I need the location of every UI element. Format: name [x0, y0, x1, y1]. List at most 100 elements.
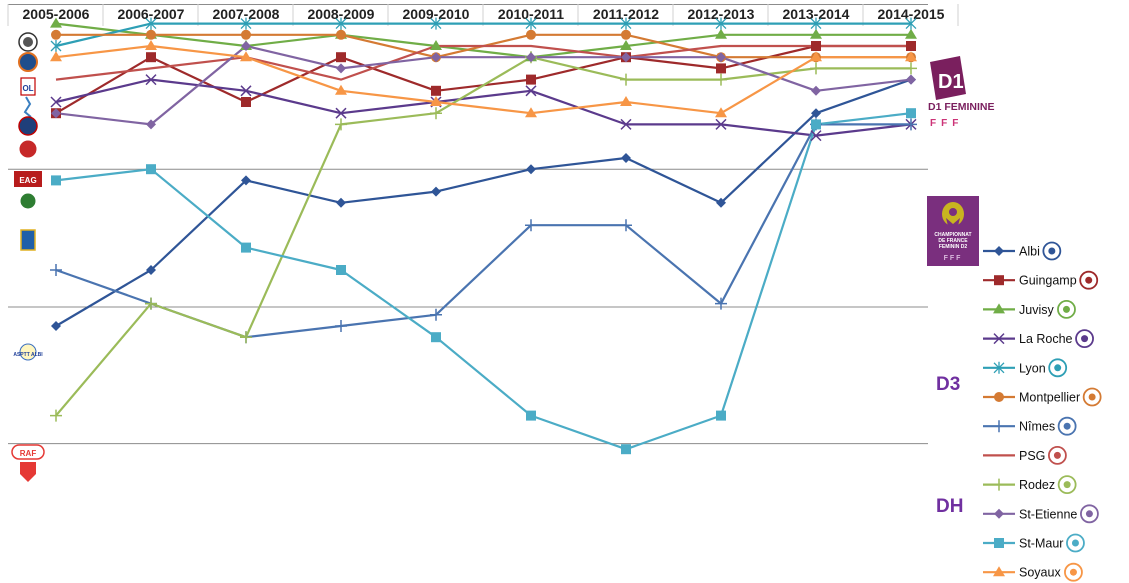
point-la-roche: [240, 85, 252, 97]
point-rodez: [50, 409, 62, 422]
point-rodez: [335, 118, 347, 131]
point-st-etienne: [431, 52, 441, 63]
point-st-etienne: [906, 74, 916, 85]
series-markers: [50, 17, 917, 455]
point-rodez: [810, 62, 822, 75]
legend-label-rodez: Rodez: [1019, 478, 1055, 492]
rodez-badge-text: RAF: [20, 449, 37, 458]
psg-badge-icon: [18, 116, 38, 136]
point-guingamp: [906, 41, 916, 51]
series-line-st-etienne: [55, 44, 912, 126]
d1-feminine-logo: D1 D1 FEMININE FFF: [928, 56, 995, 129]
point-rodez: [430, 107, 442, 120]
point-albi: [336, 197, 346, 208]
point-soyaux: [335, 84, 347, 95]
point-st-etienne: [146, 119, 156, 130]
point-rodez: [620, 73, 632, 86]
legend-item-soyaux: Soyaux: [983, 562, 1083, 582]
point-st-etienne: [241, 41, 251, 51]
point-st-maur: [906, 108, 916, 119]
point-guingamp: [146, 52, 156, 63]
point-soyaux: [525, 107, 537, 118]
legend-marker-albi: [994, 246, 1004, 256]
d2-logo-line3: FEMININ D2: [939, 244, 968, 250]
division-label-d3: D3: [936, 374, 960, 395]
point-la-roche: [50, 96, 62, 108]
d2-logo-line1: CHAMPIONNAT: [934, 232, 971, 238]
legend-logo-center-rodez-icon: [1063, 481, 1071, 489]
point-psg: [435, 45, 437, 47]
legend-item-rodez: Rodez: [983, 475, 1077, 495]
point-psg: [530, 45, 532, 47]
legend-item-n-mes: Nîmes: [983, 416, 1077, 436]
legend-item-psg: PSG: [983, 445, 1067, 465]
legend-logo-center-st-maur-icon: [1071, 539, 1079, 547]
legend-logo-center-st-etienne-icon: [1085, 510, 1093, 518]
point-juvisy: [430, 40, 442, 50]
guingamp-badge-text: EAG: [19, 176, 36, 185]
point-soyaux: [810, 51, 822, 62]
point-guingamp: [811, 41, 821, 51]
lyon-badge-icon: [20, 77, 36, 96]
point-psg: [720, 45, 722, 47]
point-psg: [55, 79, 57, 81]
legend-marker-st-maur: [994, 538, 1004, 548]
legend-label-albi: Albi: [1019, 245, 1040, 259]
legend-label-st-maur: St-Maur: [1019, 537, 1063, 551]
point-lyon: [810, 17, 822, 30]
point-psg: [910, 45, 912, 47]
series-line-lyon: [55, 22, 911, 48]
legend: Albi Guingamp Juvisy La Roche Lyon Montpellie…: [983, 241, 1102, 582]
point-juvisy: [50, 17, 62, 28]
point-st-etienne: [526, 52, 536, 63]
d1-logo-fed: FFF: [930, 118, 963, 129]
legend-label-soyaux: Soyaux: [1019, 566, 1061, 580]
legend-logo-center-la-roche-icon: [1081, 335, 1089, 343]
point-juvisy: [620, 40, 632, 50]
legend-marker-psg: [998, 454, 1000, 456]
d2-championship-logo: CHAMPIONNAT DE FRANCE FEMININ D2 FFF: [927, 196, 979, 266]
point-lyon: [335, 17, 347, 30]
point-la-roche: [335, 107, 347, 119]
la-roche-badge-icon: [18, 139, 38, 159]
legend-item-juvisy: Juvisy: [983, 299, 1076, 319]
point-juvisy: [810, 28, 822, 39]
point-albi: [526, 164, 536, 175]
legend-label-montpellier: Montpellier: [1019, 391, 1080, 405]
season-label: 2013-2014: [783, 6, 850, 22]
legend-item-montpellier: Montpellier: [983, 387, 1102, 407]
point-montpellier: [146, 29, 156, 40]
legend-marker-n-mes: [993, 420, 1005, 433]
point-psg: [150, 67, 152, 69]
series-lines: [55, 22, 912, 451]
legend-logo-center-guingamp-icon: [1085, 276, 1093, 284]
point-soyaux: [620, 96, 632, 106]
point-n-mes: [50, 264, 62, 276]
point-la-roche: [715, 118, 727, 130]
division-label-dh: DH: [936, 496, 963, 517]
d2-logo-line2: DE FRANCE: [938, 238, 968, 244]
legend-marker-lyon: [993, 361, 1005, 374]
point-montpellier: [336, 29, 346, 40]
point-n-mes: [905, 118, 917, 131]
point-guingamp: [336, 52, 346, 63]
point-guingamp: [526, 74, 536, 85]
point-st-etienne: [336, 63, 346, 74]
point-soyaux: [240, 51, 252, 62]
legend-item-la-roche: La Roche: [983, 329, 1094, 349]
point-montpellier: [241, 29, 251, 40]
season-label: 2007-2008: [213, 6, 280, 22]
nimes-badge-icon: [20, 462, 36, 482]
point-n-mes: [620, 219, 632, 232]
series-line-soyaux: [55, 44, 911, 115]
point-guingamp: [716, 63, 726, 74]
legend-label-n-mes: Nîmes: [1019, 420, 1055, 434]
point-lyon: [240, 17, 252, 30]
legend-marker-la-roche: [993, 333, 1005, 345]
legend-logo-center-psg-icon: [1053, 451, 1061, 459]
season-label: 2006-2007: [118, 6, 185, 22]
left-team-badges: OL EAG ASPTT ALBI RAF: [11, 32, 45, 482]
legend-label-lyon: Lyon: [1019, 361, 1046, 375]
point-rodez: [715, 73, 727, 86]
point-la-roche: [620, 118, 632, 130]
